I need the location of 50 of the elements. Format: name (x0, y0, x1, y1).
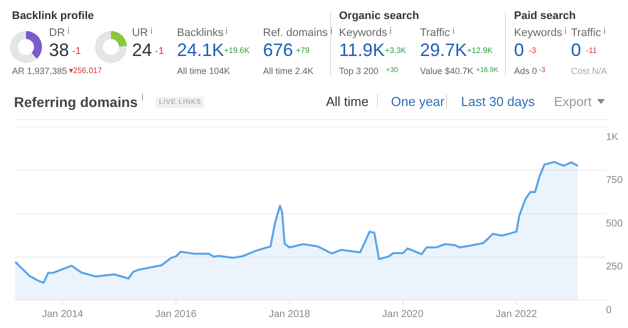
x-tick-label: Jan 2018 (268, 308, 310, 320)
text: Organic search (339, 10, 420, 22)
text: Paid search (514, 10, 576, 22)
y-tick-label: 1K (606, 132, 619, 143)
text: 24.1K (177, 40, 224, 60)
text: -1 (155, 46, 164, 57)
text: Last 30 days (461, 94, 535, 109)
text: 24 (132, 40, 152, 60)
text: +79 (296, 46, 310, 55)
text: All time 104K (177, 66, 230, 76)
text: +3.3K (385, 46, 406, 55)
x-tick-label: Jan 2016 (155, 308, 197, 320)
x-tick-label: Jan 2014 (42, 308, 84, 320)
text: Cost N/A (571, 66, 608, 76)
x-tick-label: Jan 2020 (382, 308, 424, 320)
text: Traffic (420, 27, 450, 39)
text: ▾256,017 (69, 66, 102, 75)
text: +19.6K (224, 46, 250, 55)
text: 0 (514, 40, 524, 60)
y-tick-label: 500 (606, 218, 624, 230)
text: Traffic (571, 27, 601, 39)
text: AR 1,937,385 (12, 66, 68, 76)
text: One year (391, 94, 444, 109)
text: DR (49, 27, 65, 39)
text: Keywords (339, 27, 388, 39)
text: UR (132, 27, 148, 39)
text: Ref. domains (263, 27, 328, 39)
text: 0 (571, 40, 582, 60)
text: Keywords (514, 27, 562, 39)
text: All time 2.4K (263, 66, 314, 76)
text: Ads 0 (514, 66, 538, 76)
y-tick-label: 0 (606, 304, 612, 316)
y-tick-label: 250 (606, 262, 624, 272)
text: Export (554, 94, 592, 109)
text: All time (326, 94, 369, 109)
x-tick-label: Jan 2022 (496, 308, 538, 320)
text: -11 (586, 46, 597, 55)
text: Value $40.7K (420, 66, 474, 76)
text: 29.7K (420, 40, 468, 60)
text: Backlinks (177, 27, 224, 39)
text: Backlink profile (12, 10, 94, 22)
text: -3 (529, 46, 536, 55)
y-tick-label: 750 (606, 175, 624, 186)
text: Top 3 200 (339, 66, 379, 76)
text: +12.9K (467, 46, 493, 55)
text: 11.9K (339, 40, 385, 60)
text: 38 (49, 40, 70, 60)
chart-title: Referring domains (14, 94, 138, 110)
text: -1 (72, 46, 81, 57)
text: 676 (263, 40, 294, 60)
